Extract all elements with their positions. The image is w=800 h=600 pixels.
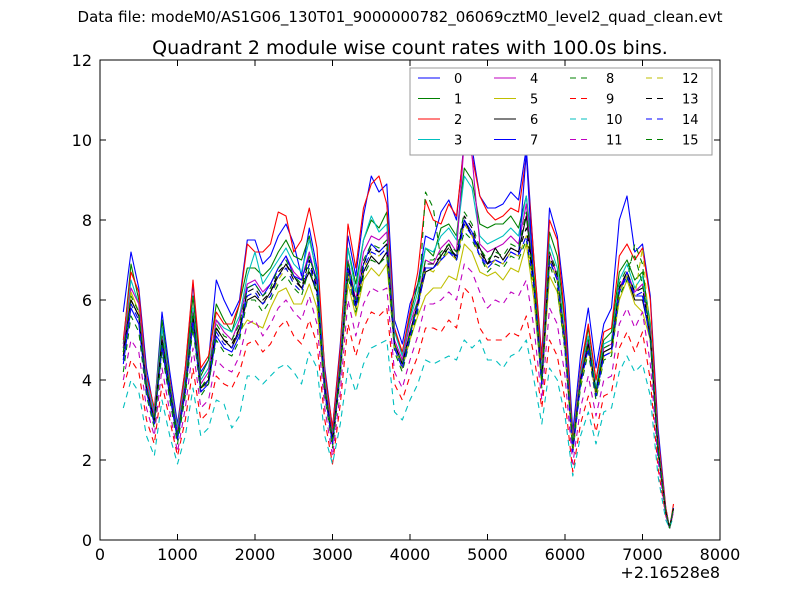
series-line-1 xyxy=(122,167,675,529)
x-tick-label: 2000 xyxy=(235,545,276,564)
legend-label-5: 5 xyxy=(530,93,538,108)
series-line-0 xyxy=(122,139,675,529)
legend-label-11: 11 xyxy=(606,134,623,149)
legend-label-12: 12 xyxy=(682,72,699,87)
legend-label-13: 13 xyxy=(682,93,699,108)
legend-label-0: 0 xyxy=(454,72,462,87)
series-line-14 xyxy=(122,223,675,529)
y-tick-label: 10 xyxy=(72,131,92,150)
y-tick-label: 0 xyxy=(82,531,92,550)
y-tick-label: 4 xyxy=(82,371,92,390)
figure-supertitle: Data file: modeM0/AS1G06_130T01_90000007… xyxy=(77,8,723,26)
legend-label-14: 14 xyxy=(682,113,699,128)
legend-frame xyxy=(409,67,713,156)
y-tick-label: 12 xyxy=(72,51,92,70)
chart-title: Quadrant 2 module wise count rates with … xyxy=(152,37,668,59)
series-line-9 xyxy=(122,287,675,529)
y-tick-label: 2 xyxy=(82,451,92,470)
series-line-10 xyxy=(122,339,675,529)
legend-label-10: 10 xyxy=(606,113,623,128)
series-line-2 xyxy=(122,143,675,529)
series-line-8 xyxy=(122,191,675,529)
series-line-11 xyxy=(122,263,675,529)
x-tick-label: 7000 xyxy=(622,545,663,564)
legend-label-3: 3 xyxy=(454,134,462,149)
legend-label-7: 7 xyxy=(530,134,538,149)
x-tick-label: 0 xyxy=(95,545,105,564)
series-line-15 xyxy=(122,211,675,529)
y-tick-label: 8 xyxy=(82,211,92,230)
legend-label-4: 4 xyxy=(530,72,538,87)
legend-label-1: 1 xyxy=(454,93,462,108)
series-line-3 xyxy=(122,175,675,529)
y-tick-label: 6 xyxy=(82,291,92,310)
x-tick-label: 4000 xyxy=(390,545,431,564)
series-line-4 xyxy=(122,139,675,529)
x-axis-offset-label: +2.16528e8 xyxy=(620,563,720,582)
axis-layer: 0 1000 2000 3000 4000 5000 6000 7000 80000246810… xyxy=(72,51,741,564)
x-tick-label: 5000 xyxy=(467,545,508,564)
legend-label-15: 15 xyxy=(682,134,699,149)
legend-label-8: 8 xyxy=(606,72,614,87)
series-line-13 xyxy=(122,215,675,529)
legend-label-9: 9 xyxy=(606,93,614,108)
x-tick-label: 6000 xyxy=(545,545,586,564)
x-tick-label: 1000 xyxy=(157,545,198,564)
x-tick-label: 3000 xyxy=(312,545,353,564)
x-tick-label: 8000 xyxy=(700,545,741,564)
series-layer xyxy=(122,139,675,529)
legend-label-2: 2 xyxy=(454,113,462,128)
legend-label-6: 6 xyxy=(530,113,538,128)
